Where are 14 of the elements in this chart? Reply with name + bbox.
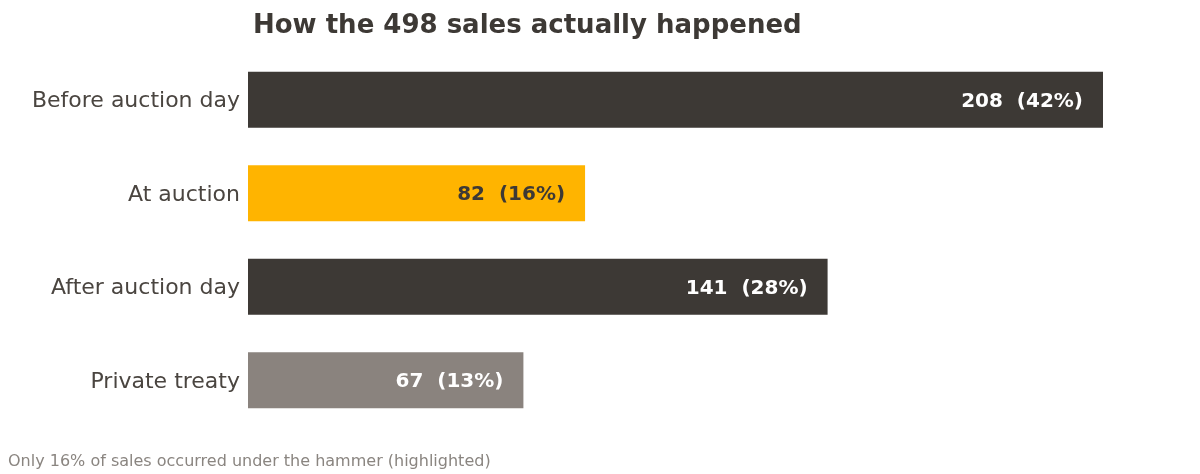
bar <box>248 71 1103 128</box>
bar <box>248 258 828 315</box>
y-tick-label: At auction <box>128 180 240 206</box>
chart-title: How the 498 sales actually happened <box>253 9 802 39</box>
data-label: 82 (16%) <box>457 181 566 206</box>
data-label: 208 (42%) <box>961 87 1083 112</box>
y-tick-label: Before auction day <box>31 87 240 113</box>
bar <box>248 165 586 222</box>
data-label: 67 (13%) <box>395 368 504 393</box>
bar <box>248 352 524 409</box>
y-tick-label: Private treaty <box>90 367 240 393</box>
text: Only 16% of sales occurred under the hammer (highlighted) <box>8 450 491 470</box>
data-label: 141 (28%) <box>685 274 808 299</box>
y-tick-label: After auction day <box>51 274 240 300</box>
